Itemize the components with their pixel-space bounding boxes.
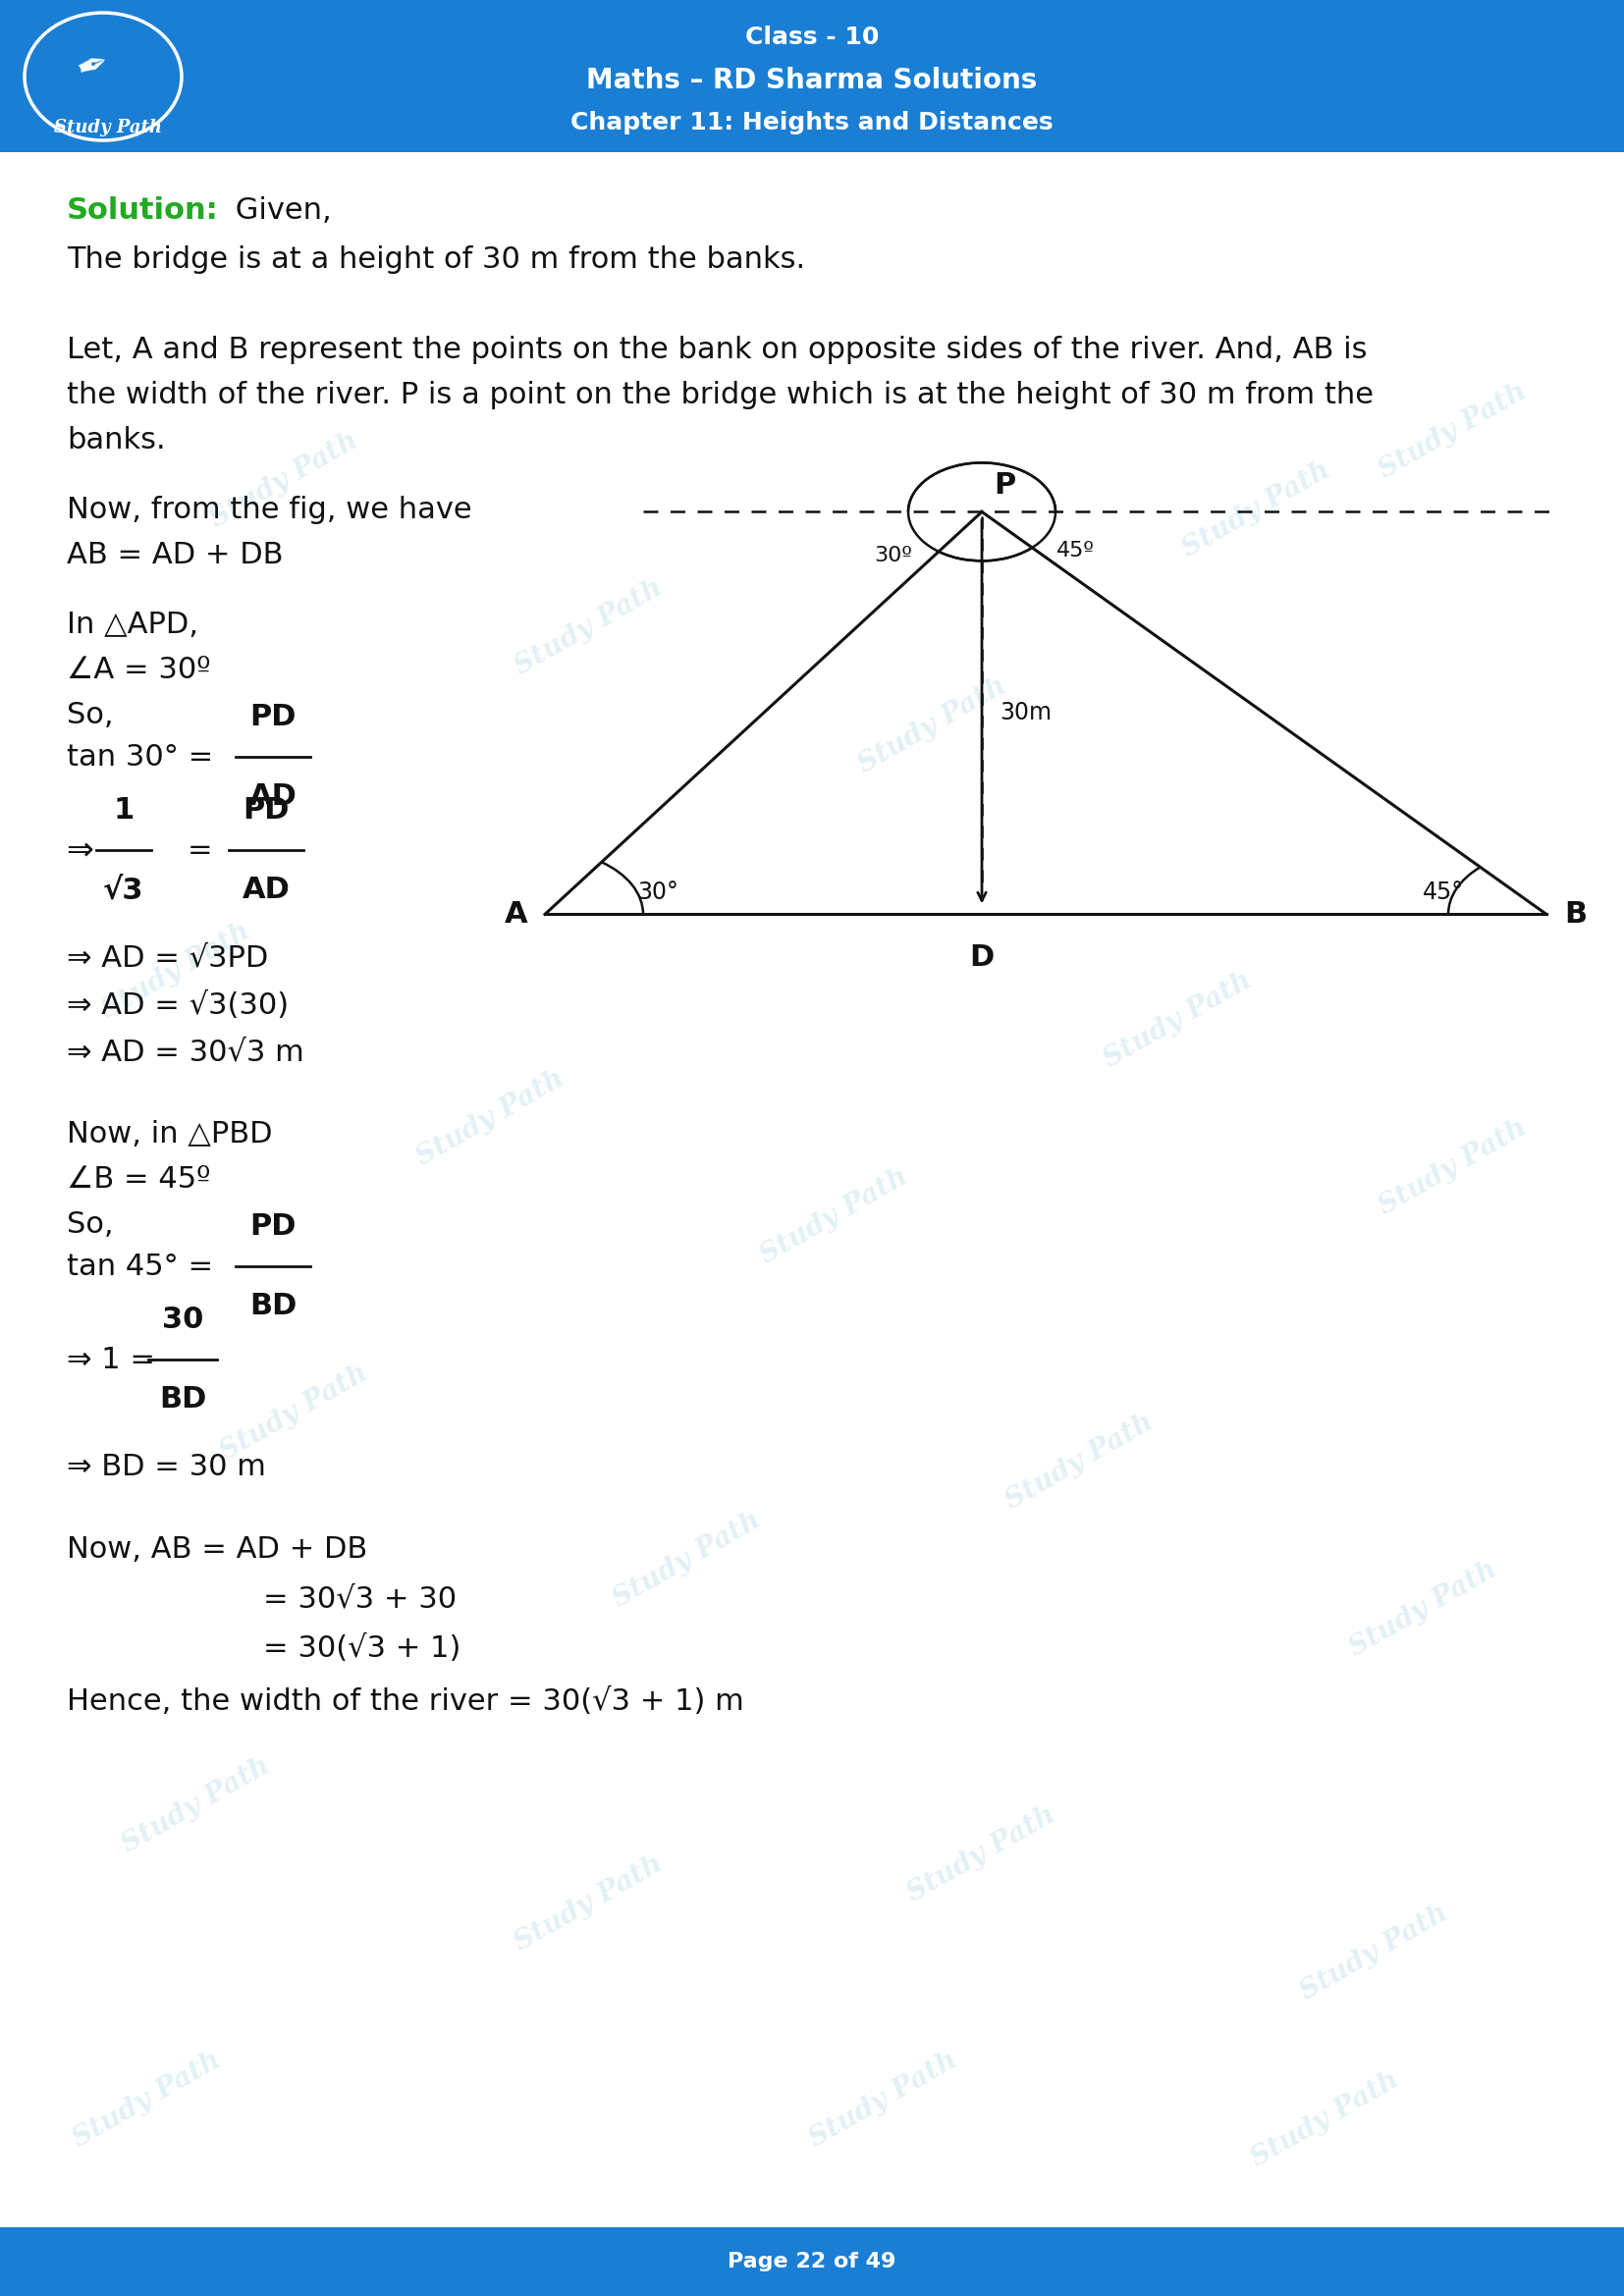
Text: Class - 10: Class - 10 [745,25,879,48]
Text: Page 22 of 49: Page 22 of 49 [728,2252,896,2271]
Text: Study Path: Study Path [1002,1410,1158,1515]
Text: So,: So, [67,700,114,730]
Text: tan 45° =: tan 45° = [67,1251,222,1281]
Text: So,: So, [67,1210,114,1240]
Text: banks.: banks. [67,427,166,455]
Text: = 30√3 + 30: = 30√3 + 30 [263,1584,456,1614]
Text: √3: √3 [104,877,145,905]
Text: ⇒ AD = 30√3 m: ⇒ AD = 30√3 m [67,1038,304,1065]
Text: Chapter 11: Heights and Distances: Chapter 11: Heights and Distances [570,110,1054,135]
Text: BD: BD [159,1384,206,1414]
Text: P: P [994,471,1015,501]
Text: ⇒ 1 =: ⇒ 1 = [67,1345,156,1375]
Text: = 30(√3 + 1): = 30(√3 + 1) [263,1635,461,1662]
Text: Study Path: Study Path [206,427,364,533]
Text: Study Path: Study Path [68,2046,226,2154]
Text: D: D [970,944,994,971]
Text: Now, AB = AD + DB: Now, AB = AD + DB [67,1536,367,1564]
Text: Study Path: Study Path [1374,1114,1531,1219]
Text: 30m: 30m [999,700,1052,726]
Text: Solution:: Solution: [67,197,219,225]
Text: AD: AD [242,877,291,905]
Text: ⇒ BD = 30 m: ⇒ BD = 30 m [67,1453,266,1481]
Text: BD: BD [248,1293,297,1320]
Text: In △APD,: In △APD, [67,611,198,638]
Text: Study Path: Study Path [119,1752,274,1857]
Text: Study Path: Study Path [1099,967,1257,1072]
Text: Study Path: Study Path [510,1851,667,1956]
Text: Study Path: Study Path [1296,1899,1453,2004]
Bar [0,2227,1624,2296]
Text: PD: PD [250,703,296,732]
Text: 45°: 45° [1423,882,1463,905]
Text: Given,: Given, [226,197,331,225]
Text: Study Path: Study Path [1374,379,1531,484]
Text: AD: AD [248,783,297,810]
Text: Study Path: Study Path [510,574,667,680]
Text: Study Path: Study Path [806,2046,963,2154]
Text: B: B [1564,900,1587,928]
Text: A: A [503,900,528,928]
Text: Study Path: Study Path [1345,1557,1502,1662]
Text: ∠B = 45º: ∠B = 45º [67,1166,211,1194]
Text: 30º: 30º [874,546,913,565]
Text: PD: PD [242,797,289,824]
Text: Let, A and B represent the points on the bank on opposite sides of the river. An: Let, A and B represent the points on the… [67,335,1367,365]
Text: PD: PD [250,1212,296,1242]
Text: Study Path: Study Path [216,1359,374,1465]
Text: Study Path: Study Path [54,119,162,135]
Text: Study Path: Study Path [757,1164,913,1270]
Text: Study Path: Study Path [412,1065,570,1171]
Text: Study Path: Study Path [1247,2066,1405,2172]
Text: ⇒ AD = √3(30): ⇒ AD = √3(30) [67,992,289,1019]
Text: Study Path: Study Path [903,1802,1060,1908]
Text: Study Path: Study Path [1177,457,1335,563]
Text: =: = [187,836,213,866]
Text: Study Path: Study Path [97,918,255,1024]
Text: AB = AD + DB: AB = AD + DB [67,542,283,569]
Text: Study Path: Study Path [854,673,1012,778]
Text: ✒: ✒ [71,44,115,90]
Text: Now, from the fig, we have: Now, from the fig, we have [67,496,473,523]
Text: ⇒: ⇒ [67,833,104,866]
Text: The bridge is at a height of 30 m from the banks.: The bridge is at a height of 30 m from t… [67,246,806,273]
Text: Hence, the width of the river = 30(√3 + 1) m: Hence, the width of the river = 30(√3 + … [67,1688,744,1715]
Text: 30: 30 [162,1306,203,1334]
Bar [0,0,1624,152]
Text: Study Path: Study Path [609,1506,767,1612]
Text: Maths – RD Sharma Solutions: Maths – RD Sharma Solutions [586,67,1038,94]
Text: the width of the river. P is a point on the bridge which is at the height of 30 : the width of the river. P is a point on … [67,381,1374,409]
Text: Now, in △PBD: Now, in △PBD [67,1120,273,1148]
Text: ⇒ AD = √3PD: ⇒ AD = √3PD [67,944,268,971]
Text: 1: 1 [114,797,135,824]
Text: 30°: 30° [637,882,679,905]
Text: 45º: 45º [1056,542,1095,560]
Text: tan 30° =: tan 30° = [67,744,222,771]
Text: ∠A = 30º: ∠A = 30º [67,657,211,684]
